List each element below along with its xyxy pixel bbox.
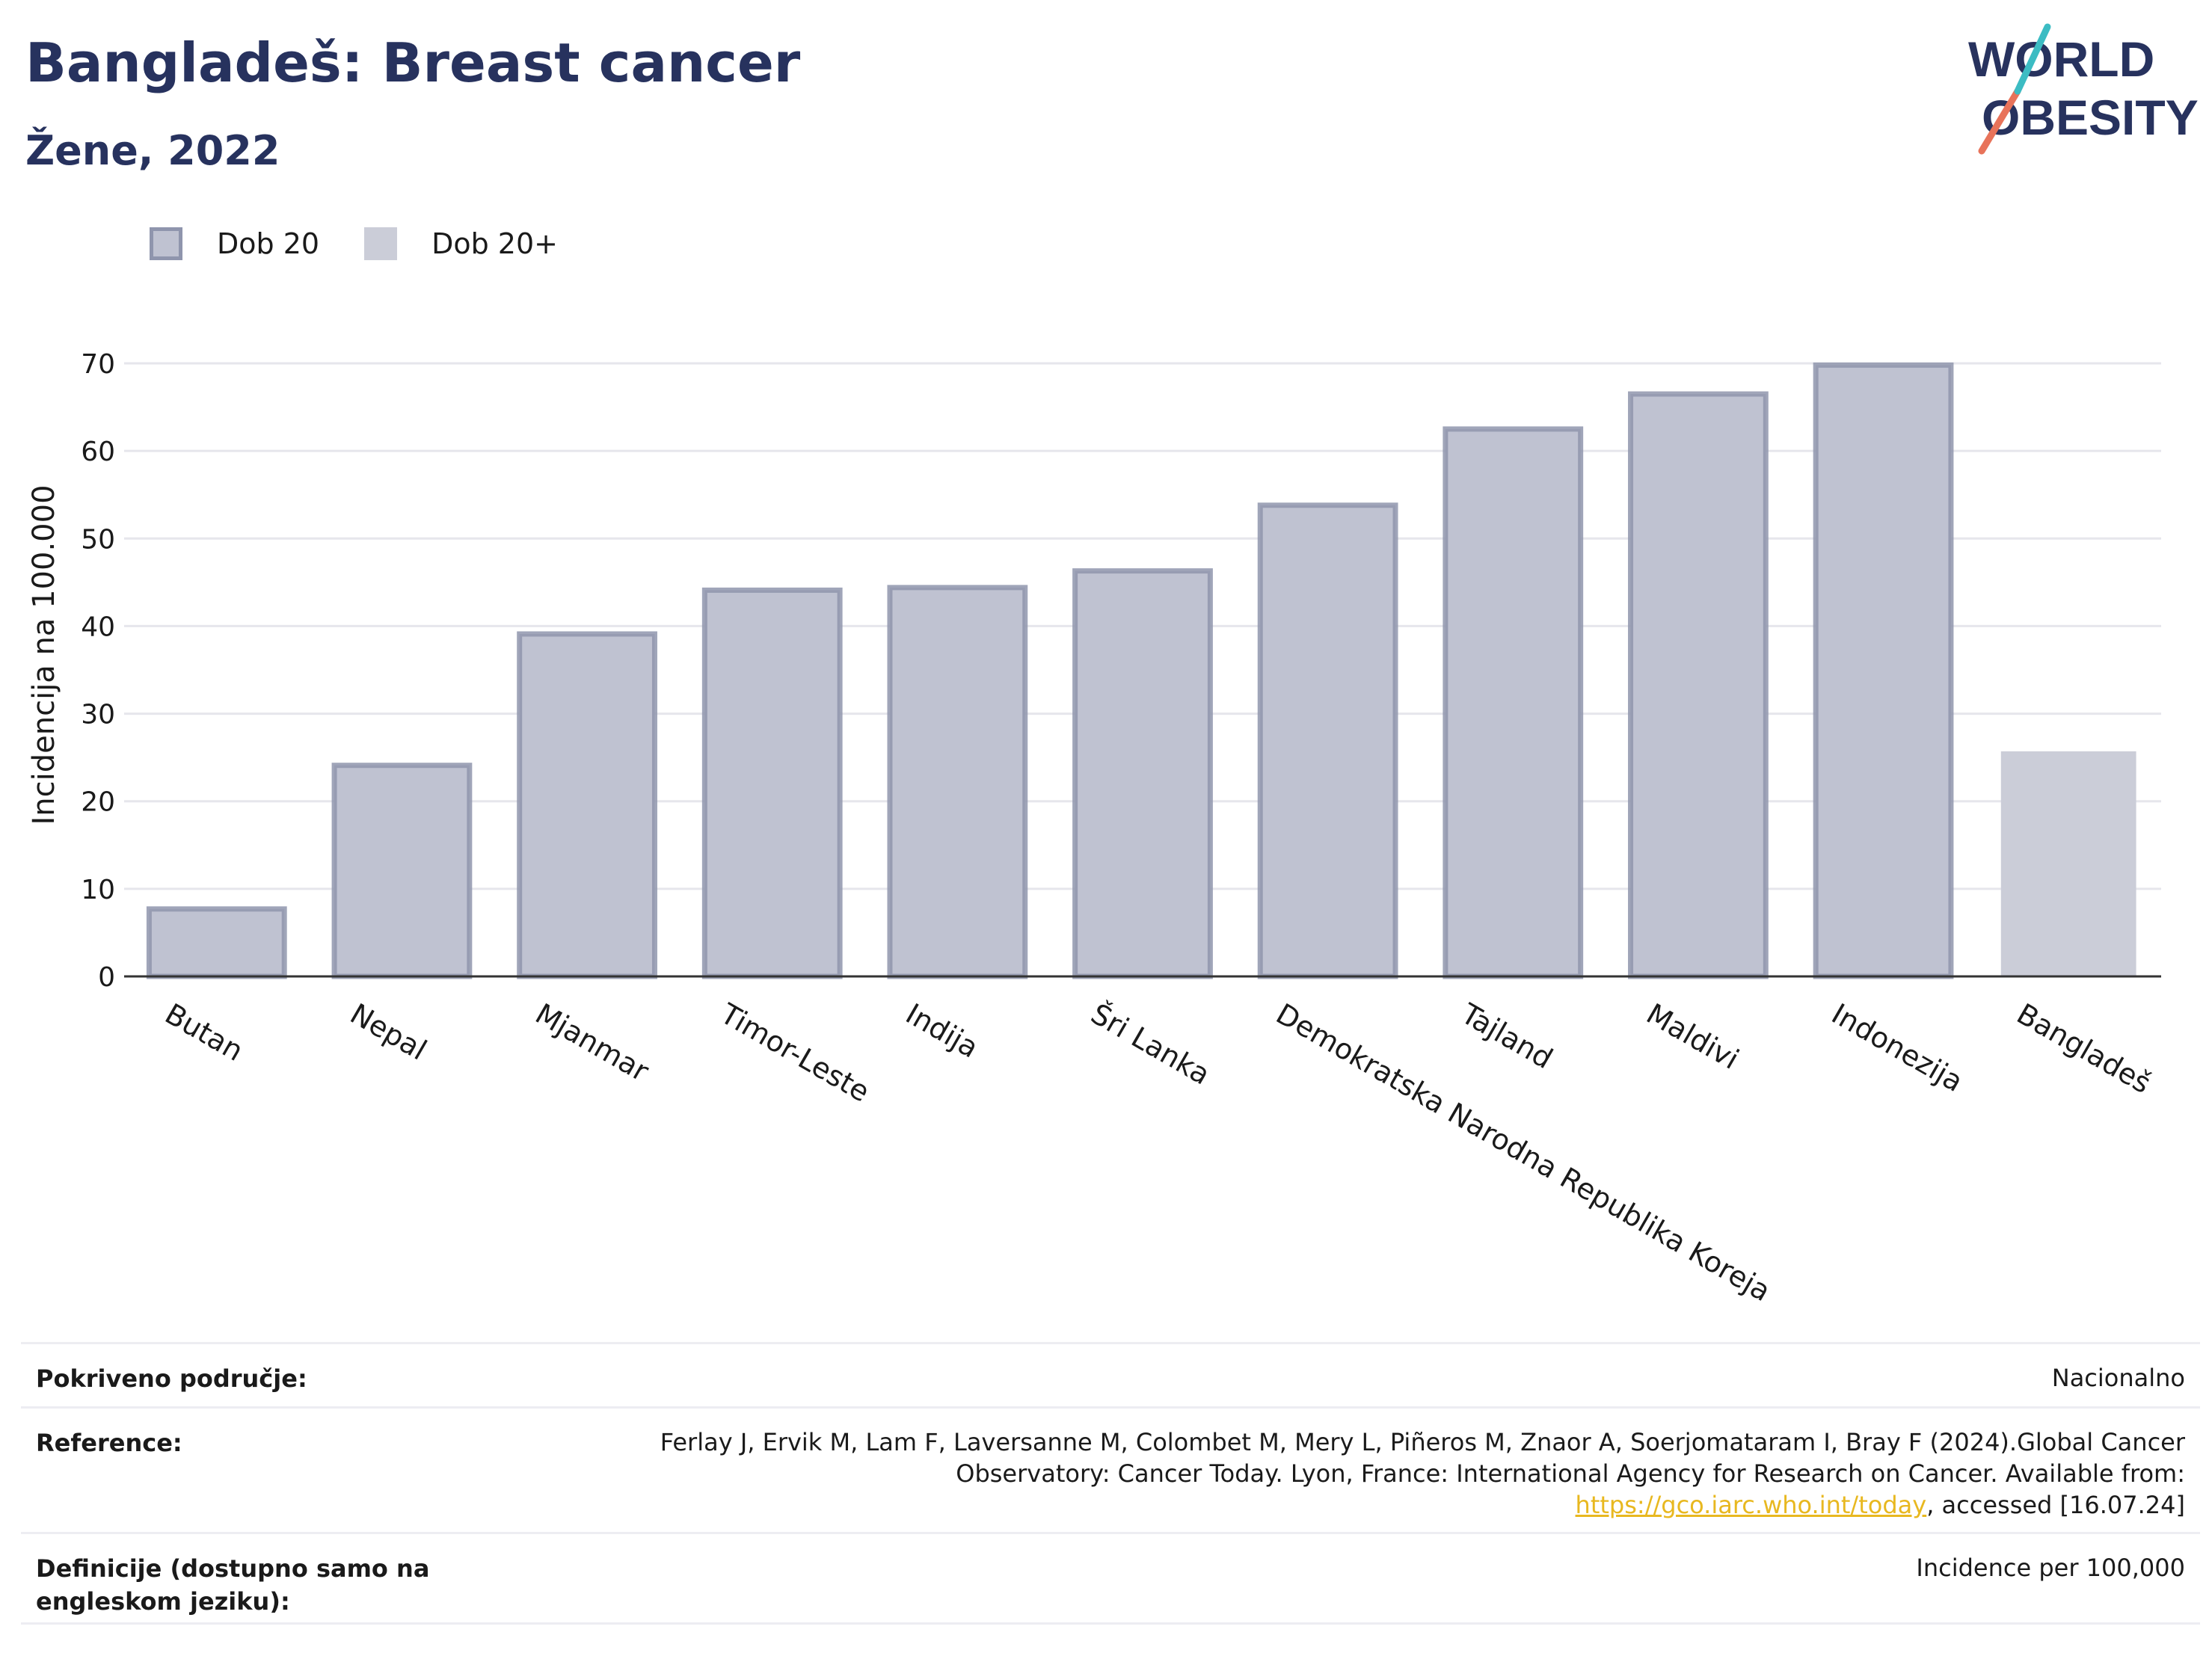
logo-line1: WORLD — [1968, 31, 2154, 87]
y-tick-label: 30 — [81, 700, 115, 730]
info-table: Pokriveno područje: Nacionalno Reference… — [21, 1342, 2200, 1625]
legend-label-dob-20: Dob 20 — [217, 227, 320, 260]
y-tick-label: 70 — [81, 349, 115, 380]
x-tick-label: Nepal — [345, 997, 432, 1067]
legend-label-dob-20-plus: Dob 20+ — [431, 227, 558, 260]
legend-swatch-dob-20-plus — [364, 227, 398, 260]
x-tick-label: Tajland — [1455, 997, 1558, 1075]
logo-line2: OBESITY — [1982, 90, 2199, 145]
x-tick-label: Timor-Leste — [714, 997, 875, 1108]
definitions-value: Incidence per 100,000 — [1916, 1554, 2185, 1582]
definitions-row: Definicije (dostupno samo na engleskom j… — [21, 1532, 2200, 1625]
bar-indija — [887, 585, 1028, 979]
bar-chart: 0 10 20 30 40 50 60 70 Incidencija na 100.000 But… — [27, 349, 2161, 1308]
coverage-row: Pokriveno područje: Nacionalno — [21, 1342, 2200, 1406]
bar-timor-leste — [701, 587, 843, 979]
x-tick-label: Indonezija — [1826, 997, 1968, 1098]
x-tick-label: Butan — [159, 997, 248, 1068]
y-tick-label: 40 — [81, 612, 115, 642]
x-tick-label: Bangladeš — [2012, 997, 2157, 1100]
chart-legend: Dob 20 Dob 20+ — [150, 221, 603, 266]
bar-demokratska-narodna-republika-koreja — [1257, 502, 1398, 979]
y-tick-label: 50 — [81, 524, 115, 555]
bar-butan — [146, 906, 287, 979]
bar-banglade- — [2000, 751, 2136, 976]
bar-mjanmar — [517, 631, 657, 979]
y-tick-label: 20 — [81, 787, 115, 818]
reference-text-2: , accessed [16.07.24] — [1926, 1491, 2185, 1519]
bar-indonezija — [1813, 362, 1954, 979]
y-tick-label: 60 — [81, 437, 115, 467]
y-tick-label: 0 — [98, 962, 115, 993]
chart-title: Bangladeš: Breast cancer — [25, 31, 801, 94]
x-tick-label: Indija — [900, 997, 984, 1065]
reference-label: Reference: — [36, 1429, 182, 1457]
legend-item-dob-20[interactable]: Dob 20 — [150, 227, 319, 260]
reference-text-1: Ferlay J, Ervik M, Lam F, Laversanne M, … — [660, 1428, 2185, 1488]
y-axis-title: Incidencija na 100.000 — [27, 484, 61, 825]
x-tick-label: Mjanmar — [530, 997, 655, 1089]
coverage-value: Nacionalno — [2051, 1364, 2185, 1392]
world-obesity-logo: WORLD OBESITY — [1968, 23, 2199, 155]
bar-tajland — [1443, 426, 1584, 979]
reference-row: Reference: Ferlay J, Ervik M, Lam F, Lav… — [21, 1406, 2200, 1532]
legend-swatch-dob-20 — [150, 227, 182, 260]
legend-item-dob-20-plus[interactable]: Dob 20+ — [364, 227, 558, 260]
bar-nepal — [331, 763, 473, 979]
coverage-label: Pokriveno područje: — [36, 1364, 307, 1393]
reference-link[interactable]: https://gco.iarc.who.int/today — [1575, 1491, 1927, 1519]
x-tick-label: Šri Lanka — [1086, 997, 1216, 1092]
definitions-label: Definicije (dostupno samo na engleskom j… — [36, 1554, 430, 1616]
x-tick-label: Maldivi — [1641, 997, 1744, 1076]
bar-maldivi — [1628, 391, 1769, 979]
bar--ri-lanka — [1072, 568, 1213, 979]
reference-value: Ferlay J, Ervik M, Lam F, Laversanne M, … — [615, 1426, 2185, 1521]
y-tick-label: 10 — [81, 875, 115, 905]
chart-subtitle: Žene, 2022 — [25, 127, 280, 174]
